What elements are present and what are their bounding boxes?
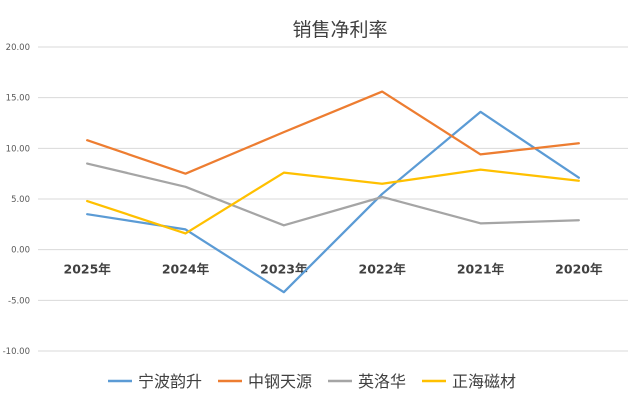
series-line-4 bbox=[86, 168, 580, 235]
gridlines bbox=[38, 46, 628, 352]
x-tick-label: 2023年 bbox=[260, 262, 308, 277]
legend-item: 中钢天源 bbox=[218, 372, 312, 391]
y-tick-label: 15.00 bbox=[6, 94, 30, 104]
legend-label: 正海磁材 bbox=[452, 372, 516, 391]
y-axis: 20.00 15.00 10.00 5.00 0.00 -5.00 -10.00 bbox=[3, 43, 30, 357]
legend-label: 中钢天源 bbox=[248, 372, 312, 391]
y-tick-label: 0.00 bbox=[11, 246, 30, 256]
legend-item: 正海磁材 bbox=[422, 372, 516, 391]
series-line-2 bbox=[86, 90, 580, 175]
y-tick-label: 20.00 bbox=[6, 43, 30, 53]
y-tick-label: 5.00 bbox=[11, 195, 30, 205]
legend-label: 宁波韵升 bbox=[138, 372, 202, 391]
x-tick-label: 2025年 bbox=[64, 262, 112, 277]
y-tick-label: -10.00 bbox=[3, 347, 30, 357]
y-tick-label: -5.00 bbox=[8, 296, 30, 306]
series-lines bbox=[86, 90, 580, 294]
legend-item: 宁波韵升 bbox=[108, 372, 202, 391]
x-axis: 2025年 2024年 2023年 2022年 2021年 2020年 bbox=[64, 262, 603, 277]
legend-item: 英洛华 bbox=[328, 372, 406, 391]
legend-label: 英洛华 bbox=[358, 372, 406, 391]
y-tick-label: 10.00 bbox=[6, 144, 30, 154]
x-tick-label: 2020年 bbox=[555, 262, 603, 277]
legend: 宁波韵升 中钢天源 英洛华 正海磁材 bbox=[108, 372, 516, 391]
chart-title: 销售净利率 bbox=[292, 19, 387, 41]
series-line-3 bbox=[86, 162, 580, 227]
x-tick-label: 2024年 bbox=[162, 262, 210, 277]
x-tick-label: 2022年 bbox=[359, 262, 407, 277]
x-tick-label: 2021年 bbox=[457, 262, 505, 277]
